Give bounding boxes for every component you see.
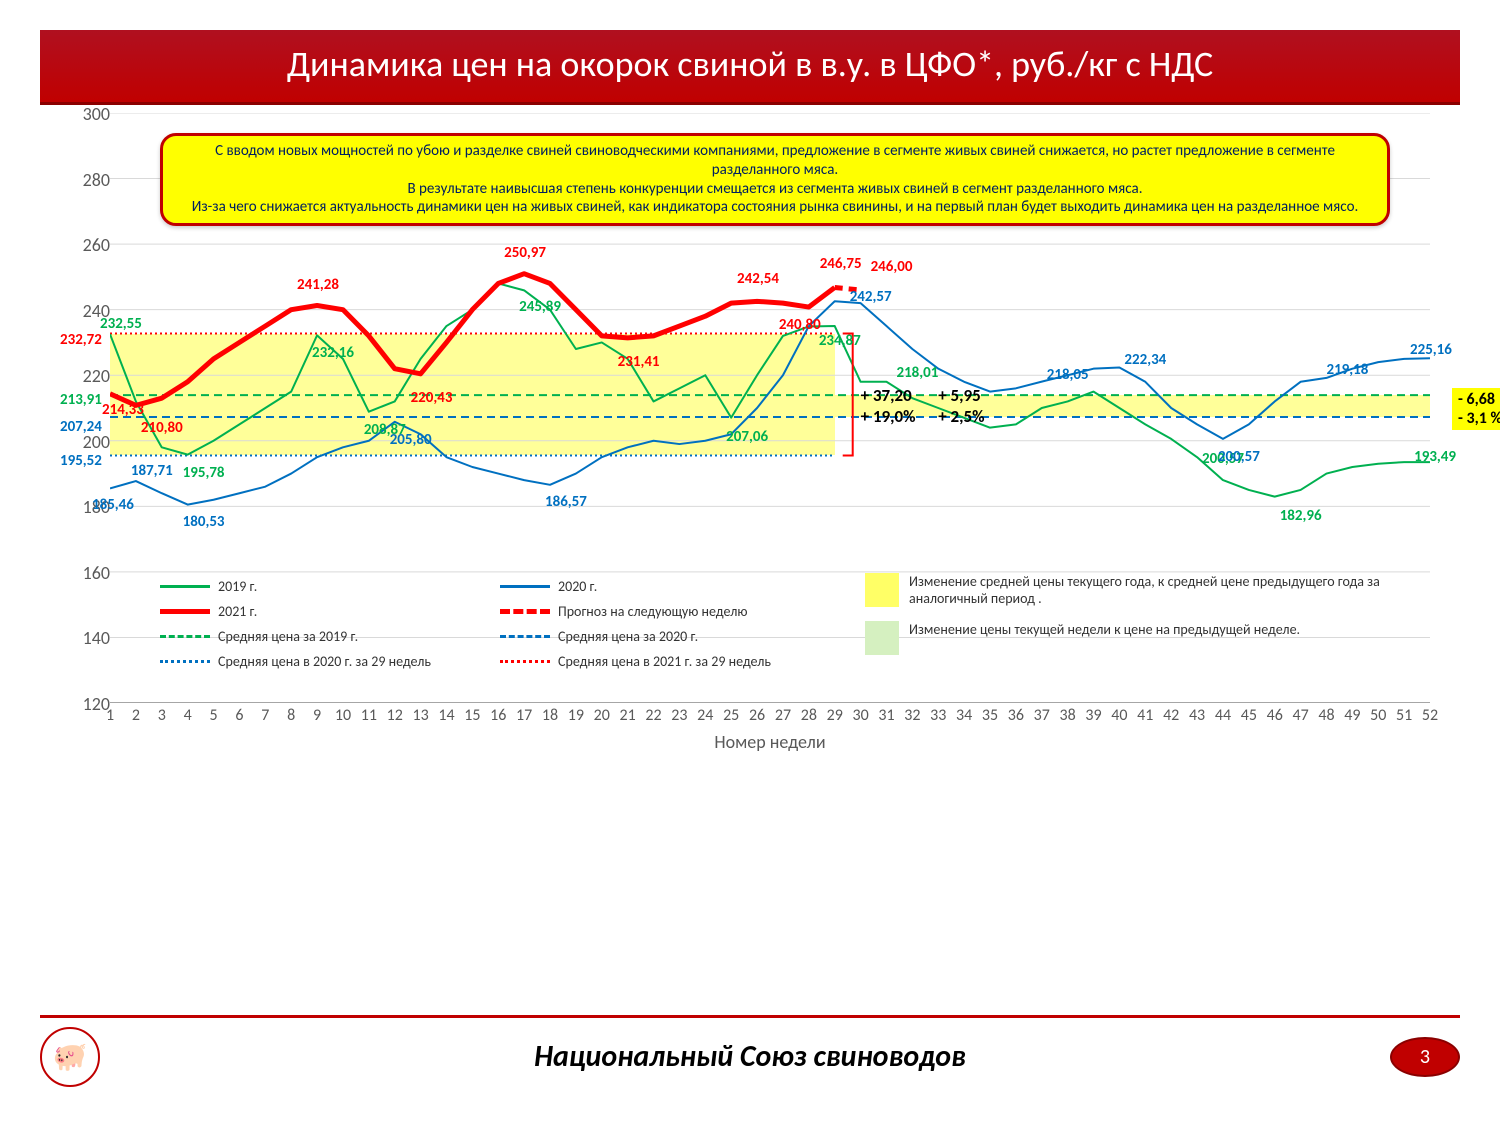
info-callout: С вводом новых мощностей по убою и разде… xyxy=(160,133,1390,226)
footer-org: Национальный Союз свиноводов xyxy=(534,1038,966,1075)
legend: 2019 г. 2020 г. 2021 г. Прогноз на следу… xyxy=(160,578,860,678)
green-swatch xyxy=(865,621,899,655)
legend-item-avg2020-29w: Средняя цена в 2020 г. за 29 недель xyxy=(160,653,460,670)
side-legend-yellow: Изменение средней цены текущего года, к … xyxy=(865,573,1385,607)
delta-annotation-small: + 5,95+ 2,5% xyxy=(938,385,984,427)
legend-item-2019: 2019 г. xyxy=(160,578,460,595)
side-legend-green: Изменение цены текущей недели к цене на … xyxy=(865,621,1385,655)
legend-item-avg2021-29w: Средняя цена в 2021 г. за 29 недель xyxy=(500,653,800,670)
org-logo-icon: 🐖 xyxy=(40,1027,100,1087)
footer: 🐖 Национальный Союз свиноводов 3 xyxy=(40,1015,1460,1095)
right-change-box: - 6,68- 3,1 % xyxy=(1452,388,1500,430)
legend-item-avg2020: Средняя цена за 2020 г. xyxy=(500,628,800,645)
chart-area: 120140160180200220240260280300 С вводом … xyxy=(40,113,1460,853)
legend-item-2020: 2020 г. xyxy=(500,578,800,595)
info-text: С вводом новых мощностей по убою и разде… xyxy=(181,142,1369,217)
slide-title: Динамика цен на окорок свиной в в.у. в Ц… xyxy=(60,42,1440,86)
x-axis-label: Номер недели xyxy=(110,731,1430,753)
legend-item-avg2019: Средняя цена за 2019 г. xyxy=(160,628,460,645)
legend-item-forecast: Прогноз на следующую неделю xyxy=(500,603,800,620)
side-legend: Изменение средней цены текущего года, к … xyxy=(865,573,1385,669)
slide-title-banner: Динамика цен на окорок свиной в в.у. в Ц… xyxy=(40,30,1460,105)
delta-annotation-big: + 37,20+ 19,0% xyxy=(861,385,916,427)
x-axis: 1234567891011121314151617181920212223242… xyxy=(110,706,1430,728)
page-number-badge: 3 xyxy=(1390,1037,1460,1077)
legend-item-2021: 2021 г. xyxy=(160,603,460,620)
yellow-swatch xyxy=(865,573,899,607)
